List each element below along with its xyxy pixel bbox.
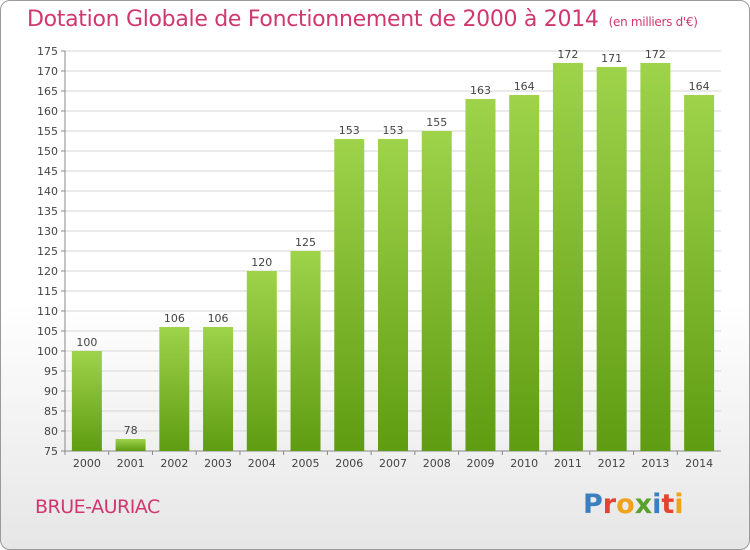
y-tick-label: 170 xyxy=(37,65,58,78)
bar-value-label: 164 xyxy=(689,80,710,93)
bar-value-label: 106 xyxy=(164,312,185,325)
logo-letter: i xyxy=(674,489,684,520)
x-tick-label: 2004 xyxy=(248,457,276,470)
bar-value-label: 120 xyxy=(251,256,272,269)
labels: 75 80 85 90 95 100 105 110 115 120 125 130 135 140 145… xyxy=(37,45,713,470)
x-tick-label: 2002 xyxy=(160,457,188,470)
y-tick-label: 125 xyxy=(37,245,58,258)
bar-value-label: 153 xyxy=(383,124,404,137)
x-tick-label: 2011 xyxy=(554,457,582,470)
chart-title: Dotation Globale de Fonctionnement de 20… xyxy=(27,7,698,32)
bar xyxy=(640,63,671,451)
y-tick-label: 120 xyxy=(37,265,58,278)
y-tick-label: 100 xyxy=(37,345,58,358)
x-tick-label: 2003 xyxy=(204,457,232,470)
bar-value-label: 172 xyxy=(645,48,666,61)
y-tick-label: 85 xyxy=(44,405,58,418)
y-tick-label: 160 xyxy=(37,105,58,118)
bar-value-label: 163 xyxy=(470,84,491,97)
bar-value-label: 153 xyxy=(339,124,360,137)
x-tick-label: 2014 xyxy=(685,457,713,470)
y-tick-label: 115 xyxy=(37,285,58,298)
y-tick-label: 145 xyxy=(37,165,58,178)
bar-value-label: 125 xyxy=(295,236,316,249)
x-tick-label: 2005 xyxy=(292,457,320,470)
x-tick-label: 2009 xyxy=(466,457,494,470)
bar xyxy=(378,139,408,451)
bar xyxy=(159,327,190,451)
logo-letter: r xyxy=(602,489,617,520)
x-tick-label: 2008 xyxy=(423,457,451,470)
x-tick-label: 2001 xyxy=(117,457,145,470)
x-tick-label: 2013 xyxy=(641,457,669,470)
bar xyxy=(334,139,365,451)
logo-letter: x xyxy=(634,489,653,520)
bar-value-label: 172 xyxy=(557,48,578,61)
y-tick-label: 80 xyxy=(44,425,58,438)
logo-letter: P xyxy=(583,489,603,520)
x-tick-label: 2010 xyxy=(510,457,538,470)
bar-value-label: 78 xyxy=(124,424,138,437)
bar xyxy=(115,439,146,451)
bar-value-label: 155 xyxy=(426,116,447,129)
y-tick-label: 75 xyxy=(44,445,58,458)
proxiti-logo[interactable]: Proxiti xyxy=(583,489,684,520)
bar-value-label: 106 xyxy=(208,312,229,325)
bar xyxy=(465,99,496,451)
y-tick-label: 155 xyxy=(37,125,58,138)
bar xyxy=(71,351,102,451)
y-tick-label: 105 xyxy=(37,325,58,338)
y-tick-label: 140 xyxy=(37,185,58,198)
logo-letter: t xyxy=(661,489,675,520)
commune-name: BRUE-AURIAC xyxy=(35,496,160,518)
y-tick-label: 110 xyxy=(37,305,58,318)
y-tick-label: 95 xyxy=(44,365,58,378)
bar xyxy=(509,95,540,451)
bar xyxy=(421,131,452,451)
y-tick-label: 90 xyxy=(44,385,58,398)
bar xyxy=(596,67,627,451)
logo-letter: i xyxy=(652,489,662,520)
x-tick-label: 2007 xyxy=(379,457,407,470)
bar-value-label: 100 xyxy=(76,336,97,349)
y-tick-label: 135 xyxy=(37,205,58,218)
y-tick-label: 165 xyxy=(37,85,58,98)
logo-letter: o xyxy=(616,489,635,520)
y-tick-label: 130 xyxy=(37,225,58,238)
bar-value-label: 164 xyxy=(514,80,535,93)
bar xyxy=(246,271,277,451)
bar xyxy=(552,63,583,451)
x-tick-label: 2000 xyxy=(73,457,101,470)
y-tick-label: 175 xyxy=(37,45,58,58)
bar xyxy=(684,95,715,451)
x-tick-label: 2012 xyxy=(598,457,626,470)
bars xyxy=(71,63,715,451)
bar xyxy=(290,251,321,451)
x-tick-label: 2006 xyxy=(335,457,363,470)
y-tick-label: 150 xyxy=(37,145,58,158)
bar xyxy=(203,327,234,451)
unit-label: (en milliers d'€) xyxy=(608,15,698,29)
bar-value-label: 171 xyxy=(601,52,622,65)
